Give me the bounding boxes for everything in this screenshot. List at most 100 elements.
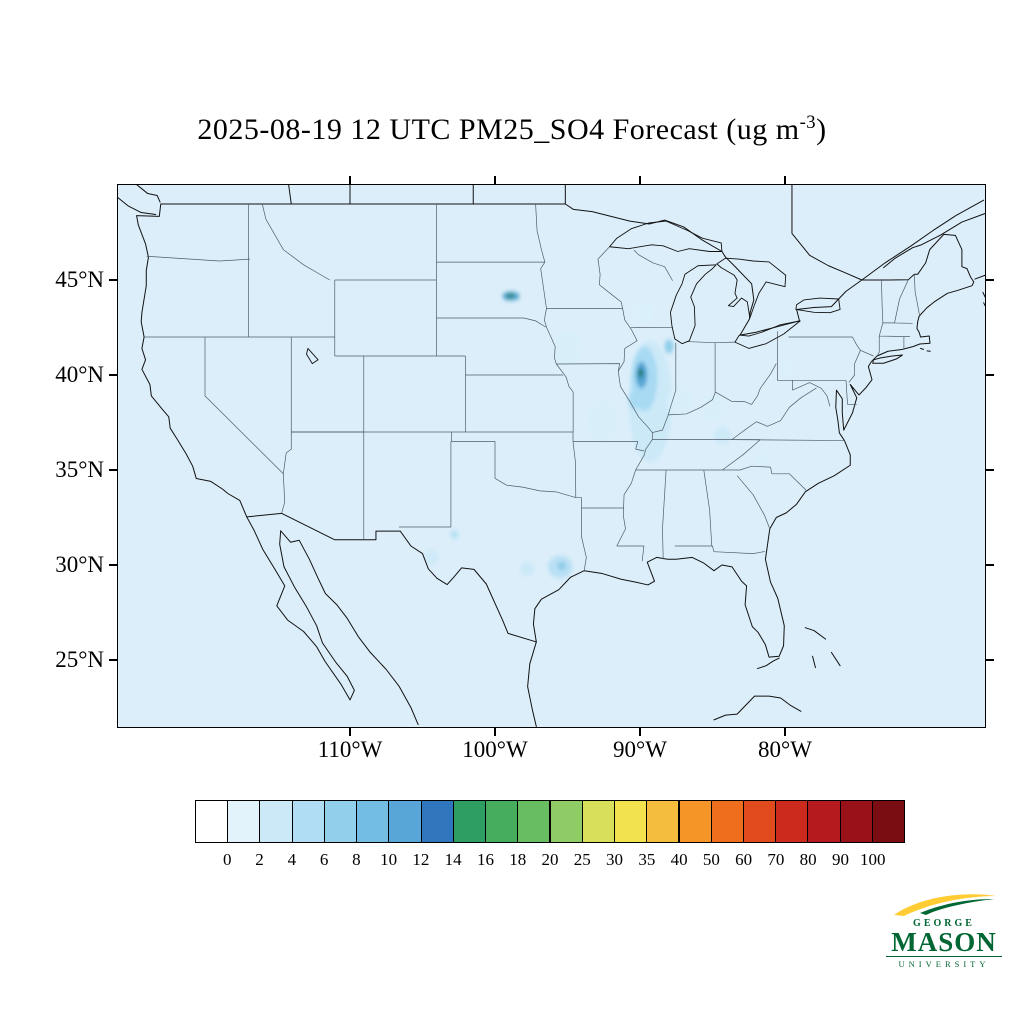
coastline-borders-layer (118, 185, 985, 727)
hotspot-west-texas-patch (423, 549, 439, 565)
colorbar-cell (195, 800, 229, 843)
hotspot-houston-core (557, 561, 567, 571)
y-tick-mark-right (985, 564, 994, 566)
x-tick-mark-top (784, 176, 786, 185)
mexico-coastline (247, 517, 537, 727)
colorbar-label: 12 (412, 850, 430, 869)
x-tick-mark (494, 727, 496, 736)
y-axis-label-35n: 35°N (55, 457, 104, 482)
lake-huron (717, 258, 786, 318)
state-borders-plains (291, 204, 622, 432)
state-borders-midwest (631, 250, 777, 470)
x-axis-label-80w: 80°W (758, 737, 812, 762)
colorbar-label: 0 (223, 850, 232, 869)
colorbar-labels: 0 2 4 6 8 10 12 14 16 18 20 25 30 35 40 50 60 70 80 90 100 (195, 850, 905, 872)
colorbar-cell (420, 800, 454, 843)
colorbar-cell (839, 800, 873, 843)
gmu-logo-mason: MASON (891, 927, 997, 957)
y-axis-label-30n: 30°N (55, 552, 104, 577)
x-tick-mark-top (639, 176, 641, 185)
y-tick-mark-right (985, 279, 994, 281)
colorbar-label: 14 (444, 850, 462, 869)
lake-erie (735, 321, 800, 349)
x-tick-mark (349, 727, 351, 736)
y-tick-mark-right (985, 469, 994, 471)
hotspot-dakota-streak-core (506, 293, 515, 298)
x-axis-label-110w: 110°W (317, 737, 383, 762)
colorbar-label: 100 (859, 850, 886, 869)
state-borders-new-england (877, 274, 920, 356)
colorbar-cell (581, 800, 615, 843)
forecast-map (118, 185, 985, 727)
x-tick-mark (784, 727, 786, 736)
colorbar-cell (807, 800, 841, 843)
colorbar-label: 40 (670, 850, 688, 869)
colorbar-cell (549, 800, 583, 843)
y-tick-mark (109, 279, 118, 281)
x-tick-mark-top (494, 176, 496, 185)
y-tick-mark (109, 374, 118, 376)
hotspot-wisconsin-patch (631, 300, 655, 324)
hotspot-illinois-core-dot (638, 368, 644, 379)
colorbar-cell (388, 800, 422, 843)
hotspot-missouri-patch (586, 397, 619, 444)
colorbar-cell (614, 800, 648, 843)
colorbar-cell (452, 800, 486, 843)
hotspot-ohio-valley-patch (700, 394, 727, 421)
colorbar-cell (227, 800, 261, 843)
state-borders-east (722, 331, 873, 529)
field-background (118, 185, 985, 727)
state-borders-south (399, 392, 765, 571)
page-title: 2025-08-19 12 UTC PM25_SO4 Forecast (ug … (197, 112, 827, 146)
colorbar-label: 80 (799, 850, 817, 869)
colorbar-label: 30 (606, 850, 624, 869)
y-tick-mark-right (985, 374, 994, 376)
colorbar-cell (871, 800, 906, 843)
colorbar-label: 20 (541, 850, 559, 869)
colorbar-cell (323, 800, 358, 843)
state-borders-layer (144, 204, 920, 571)
colorbar-label: 16 (476, 850, 494, 869)
lake-michigan (670, 265, 716, 344)
colorbar-label: 60 (735, 850, 753, 869)
y-tick-mark (109, 564, 118, 566)
hotspot-carolina-patch (755, 449, 772, 465)
colorbar-cell (485, 800, 519, 843)
x-axis-label-90w: 90°W (613, 737, 667, 762)
colorbar-cell (259, 800, 293, 843)
y-axis-label-40n: 40°N (55, 362, 104, 387)
gold-swoosh-icon (894, 894, 996, 916)
colorbar-label: 18 (509, 850, 527, 869)
islands (714, 348, 930, 719)
hotspot-central-texas-patch (519, 561, 535, 577)
x-tick-mark (639, 727, 641, 736)
colorbar-cell (775, 800, 809, 843)
lake-ontario (796, 298, 840, 313)
hotspot-chicago-spot (664, 339, 674, 354)
colorbar-label: 6 (319, 850, 329, 869)
us-outline (137, 204, 974, 657)
green-swoosh-icon (920, 899, 994, 915)
colorbar-cell (646, 800, 680, 843)
canada-borders (118, 185, 985, 306)
colorbar-label: 35 (638, 850, 656, 869)
x-tick-mark-top (349, 176, 351, 185)
great-salt-lake (307, 348, 319, 363)
gmu-logo-university: UNIVERSITY (886, 956, 1002, 969)
gmu-logo-george: GEORGE (913, 918, 975, 929)
map-plot-area (117, 184, 986, 728)
hotspot-permian-spot (450, 530, 459, 539)
colorbar-label: 25 (573, 850, 591, 869)
pm25-hotspot-layer (423, 291, 794, 579)
mississippi-river-borders (598, 247, 652, 546)
colorbar-cell (291, 800, 325, 843)
colorbar-cell (517, 800, 551, 843)
hotspot-iowa-nebraska-patch (551, 331, 584, 366)
colorbar-label: 10 (380, 850, 398, 869)
colorbar-cell (356, 800, 390, 843)
great-lakes-layer (307, 221, 841, 364)
colorbar-cell (742, 800, 777, 843)
colorbar-label: 70 (767, 850, 785, 869)
gmu-logo-swoosh (894, 894, 996, 916)
